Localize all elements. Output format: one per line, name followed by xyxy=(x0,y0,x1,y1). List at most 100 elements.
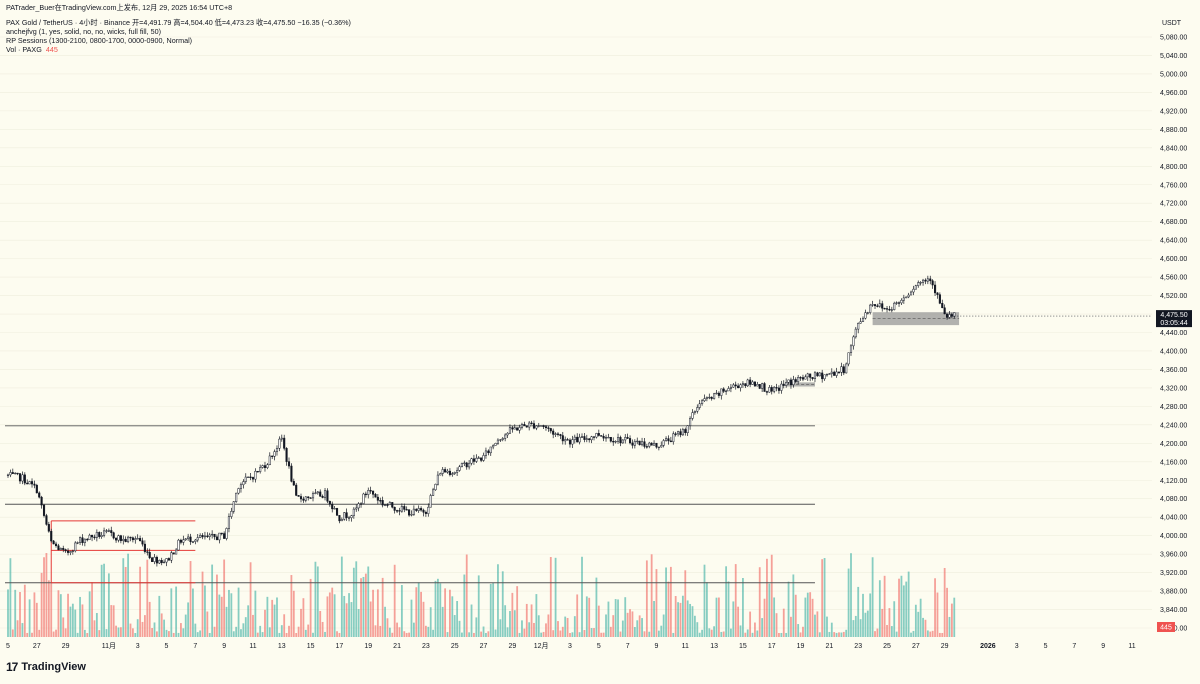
candle-body-124 xyxy=(304,496,307,501)
candle-159 xyxy=(388,501,391,506)
volume-bar-232 xyxy=(564,616,567,637)
candle-390 xyxy=(943,304,946,315)
candle-body-78 xyxy=(194,539,197,542)
candle-body-303 xyxy=(734,384,737,387)
candle-body-317 xyxy=(768,387,771,393)
candle-93 xyxy=(230,507,233,519)
candle-body-125 xyxy=(307,496,310,498)
volume-bar-31 xyxy=(81,604,84,637)
candle-body-24 xyxy=(64,549,67,552)
tradingview-logo[interactable]: 17 TradingView xyxy=(6,660,86,674)
volume-bar-4 xyxy=(16,620,19,637)
candle-body-166 xyxy=(405,509,408,511)
volume-last-label: 445 xyxy=(1160,625,1172,632)
candle-267 xyxy=(648,441,651,449)
candle-196 xyxy=(477,455,480,459)
symbol-legend[interactable]: PAX Gold / TetherUS · 4小时 · Binance 开=4,… xyxy=(6,18,351,27)
candle-382 xyxy=(924,278,927,285)
candle-body-204 xyxy=(496,439,499,444)
volume-bar-131 xyxy=(321,621,324,637)
volume-bar-84 xyxy=(208,632,211,637)
candle-5 xyxy=(18,473,22,484)
volume-bar-317 xyxy=(768,583,771,637)
candle-132 xyxy=(323,487,327,501)
candle-169 xyxy=(412,505,415,516)
candle-314 xyxy=(761,382,764,393)
volume-bar-325 xyxy=(787,581,790,637)
candle-body-90 xyxy=(223,533,226,539)
candle-body-186 xyxy=(453,472,456,474)
candle-body-178 xyxy=(434,483,437,491)
candle-body-197 xyxy=(480,457,483,461)
horizontal-levels[interactable] xyxy=(5,425,815,584)
candle-183 xyxy=(446,468,449,474)
volume-bar-345 xyxy=(835,632,838,637)
candle-262 xyxy=(636,437,639,445)
time-axis[interactable]: 5 27 29 11月 3 5 7 9 11 13 15 17 19 21 23 25 27 29 12月 3 5 7 9 1… xyxy=(6,642,1136,650)
candle-258 xyxy=(626,433,629,440)
time-tick-label-21: 7 xyxy=(626,643,630,650)
candle-218 xyxy=(530,420,533,425)
volume-bar-72 xyxy=(180,623,182,637)
candle-39 xyxy=(100,532,103,539)
volume-bar-279 xyxy=(677,602,679,637)
candle-body-4 xyxy=(16,472,19,475)
volume-bar-328 xyxy=(794,594,797,637)
volume-bar-98 xyxy=(242,623,245,637)
candle-body-84 xyxy=(208,534,211,537)
volume-bar-53 xyxy=(134,632,137,637)
volume-bar-99 xyxy=(244,617,247,637)
candle-body-154 xyxy=(376,496,379,501)
candle-295 xyxy=(715,390,718,395)
candle-55 xyxy=(139,535,142,542)
fvg-indicator-legend[interactable]: anchejfvg (1, yes, solid, no, no, wicks,… xyxy=(6,27,161,36)
price-axis[interactable]: USDT 5,080.00 5,040.00 5,000.00 4,960.00 4,92… xyxy=(1152,0,1200,684)
candle-150 xyxy=(367,487,370,499)
time-tick-label-2: 29 xyxy=(62,643,70,650)
volume-bar-314 xyxy=(761,618,764,637)
candle-359 xyxy=(869,303,872,315)
candle-body-2 xyxy=(11,472,14,474)
candle-126 xyxy=(309,497,312,499)
candle-163 xyxy=(398,507,401,516)
volume-bar-340 xyxy=(823,558,826,637)
candle-306 xyxy=(741,381,744,388)
volume-bar-275 xyxy=(667,581,670,637)
candle-body-314 xyxy=(761,383,764,389)
candle-12 xyxy=(35,483,38,494)
volume-bar-56 xyxy=(141,621,144,637)
candle-235 xyxy=(571,435,574,448)
candle-body-393 xyxy=(950,314,953,317)
sessions-indicator-legend[interactable]: RP Sessions (1300-2100, 0800-1700, 0000-… xyxy=(6,36,193,45)
volume-bar-212 xyxy=(516,586,519,637)
volume-bar-271 xyxy=(657,630,660,637)
volume-bar-318 xyxy=(770,554,773,637)
volume-bar-155 xyxy=(379,625,382,637)
candle-body-384 xyxy=(929,278,932,282)
candle-385 xyxy=(931,279,934,289)
price-tick-label-5: 4,880.00 xyxy=(1160,127,1187,134)
candle-344 xyxy=(833,370,836,376)
volume-bar-189 xyxy=(461,632,463,637)
volume-bar-160 xyxy=(391,632,394,637)
volume-bar-365 xyxy=(883,575,886,637)
volume-bar-251 xyxy=(609,626,612,637)
candle-281 xyxy=(681,427,684,436)
volume-bar-267 xyxy=(648,631,651,637)
volume-bar-333 xyxy=(806,592,809,637)
volume-bar-175 xyxy=(427,626,430,637)
volume-legend[interactable]: Vol · PAXG 445 xyxy=(6,45,58,54)
candle-body-268 xyxy=(650,442,653,446)
candle-body-379 xyxy=(917,282,920,286)
volume-bar-378 xyxy=(914,604,917,637)
volume-bar-140 xyxy=(343,595,346,637)
candle-303 xyxy=(734,381,737,390)
candle-105 xyxy=(259,464,262,474)
volume-bar-141 xyxy=(345,603,348,637)
candle-166 xyxy=(405,506,408,511)
candle-body-36 xyxy=(93,536,96,539)
candle-body-201 xyxy=(489,446,492,454)
candle-body-168 xyxy=(410,514,413,516)
candle-225 xyxy=(547,426,550,432)
